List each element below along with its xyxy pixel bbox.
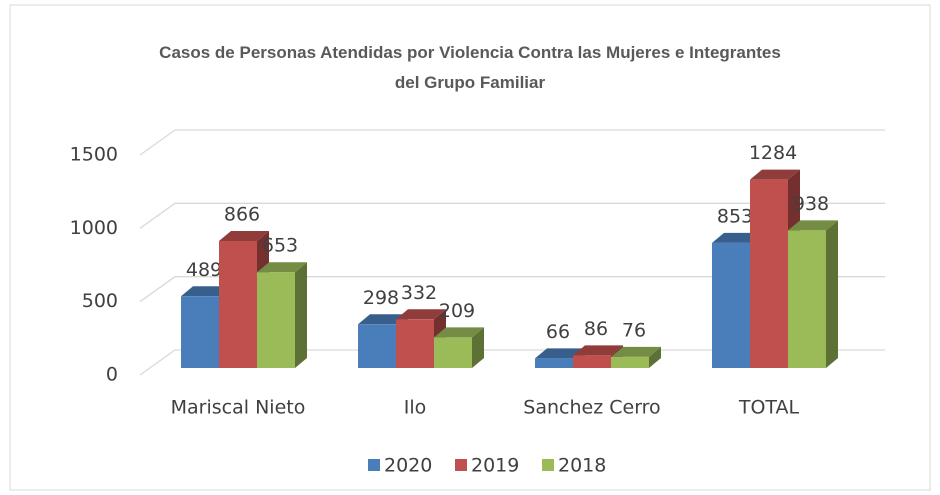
bar xyxy=(788,230,826,368)
legend-label: 2018 xyxy=(558,455,606,477)
data-label: 332 xyxy=(401,282,437,304)
grid-line xyxy=(139,129,885,156)
bar xyxy=(358,324,396,368)
grid-line xyxy=(139,276,885,303)
data-label: 66 xyxy=(546,321,570,343)
legend-swatch xyxy=(368,459,380,471)
bar-top xyxy=(257,262,307,273)
legend-swatch xyxy=(455,459,467,471)
bar xyxy=(181,296,219,368)
bar-top xyxy=(219,230,269,241)
bar xyxy=(573,355,611,368)
data-label: 866 xyxy=(224,203,260,225)
data-label: 653 xyxy=(262,235,298,257)
bar-top xyxy=(573,345,623,356)
data-label: 298 xyxy=(363,287,399,309)
chart-title: Casos de Personas Atendidas por Violenci… xyxy=(159,43,781,92)
bar-side xyxy=(472,327,484,368)
bar xyxy=(257,272,295,368)
bar xyxy=(611,356,649,368)
legend-swatch xyxy=(542,459,554,471)
bar-side xyxy=(295,262,307,368)
bar-top xyxy=(358,314,408,325)
data-label: 86 xyxy=(584,318,608,340)
x-tick-label: TOTAL xyxy=(738,397,800,419)
x-tick-label: Mariscal Nieto xyxy=(171,397,306,419)
data-label: 853 xyxy=(717,205,753,227)
legend-label: 2019 xyxy=(471,455,519,477)
bar xyxy=(750,179,788,368)
bar xyxy=(434,337,472,368)
x-tick-label: Ilo xyxy=(404,397,427,419)
bar xyxy=(396,319,434,368)
bar-top xyxy=(434,327,484,338)
bar-side xyxy=(649,346,661,368)
bar xyxy=(219,240,257,368)
grid-line xyxy=(139,202,885,229)
bar-top xyxy=(181,286,231,297)
bar xyxy=(712,242,750,368)
data-label: 209 xyxy=(439,300,475,322)
bar-top xyxy=(712,232,762,243)
bar-top xyxy=(611,346,661,357)
data-label: 938 xyxy=(793,193,829,215)
data-label: 489 xyxy=(186,259,222,281)
x-tick-label: Sanchez Cerro xyxy=(523,397,660,419)
legend-label: 2020 xyxy=(384,455,432,477)
y-tick-label: 1000 xyxy=(70,217,118,239)
data-label: 76 xyxy=(622,319,646,341)
bar-top xyxy=(750,169,800,180)
bar-side xyxy=(826,220,838,368)
y-tick-label: 500 xyxy=(82,290,118,312)
bar xyxy=(535,358,573,368)
bar-top xyxy=(396,309,446,320)
bar-top xyxy=(535,348,585,359)
bar-top xyxy=(788,220,838,231)
y-tick-label: 1500 xyxy=(70,144,118,166)
y-tick-label: 0 xyxy=(106,364,118,386)
data-label: 1284 xyxy=(749,142,797,164)
